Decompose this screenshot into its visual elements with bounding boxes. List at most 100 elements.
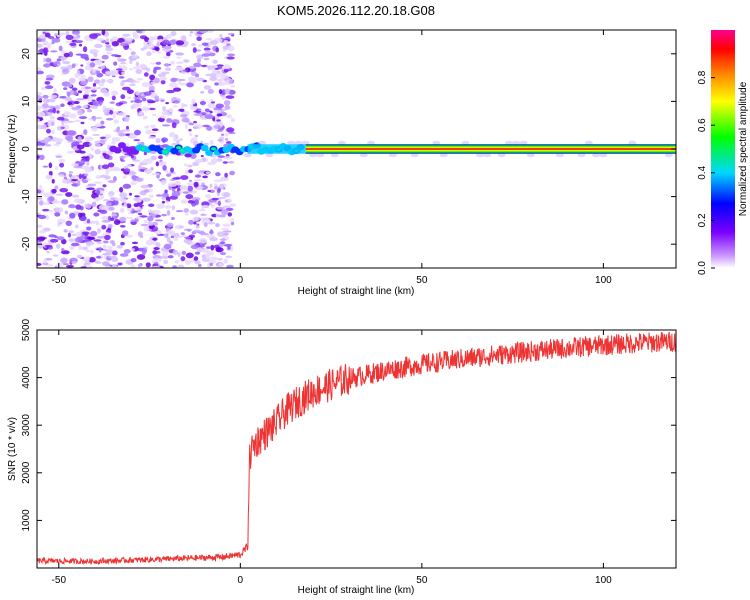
- spectrogram-noise-cell: [215, 172, 221, 177]
- spectrogram-noise-cell: [149, 74, 156, 81]
- spectrogram-noise-cell: [199, 101, 207, 106]
- spectrogram-noise-cell: [219, 241, 226, 245]
- spectrogram-y-axis-label: Frequency (Hz): [7, 115, 18, 184]
- spectrogram-noise-cell: [193, 181, 199, 188]
- spectrogram-noise-cell: [174, 66, 184, 72]
- spectrogram-noise-cell: [225, 95, 235, 99]
- spectrogram-noise-cell: [206, 246, 212, 249]
- spectrogram-noise-cell: [139, 96, 145, 99]
- spectrogram-noise-cell: [224, 137, 229, 142]
- spectrogram-noise-cell: [149, 124, 156, 128]
- spectrogram-noise-cell: [47, 105, 55, 108]
- spectrogram-noise-cell: [98, 246, 102, 253]
- spectrogram-noise-cell: [195, 73, 200, 78]
- spectrogram-noise-cell: [183, 228, 193, 231]
- spectrogram-noise-cell: [213, 185, 219, 190]
- spectrogram-noise-cell: [53, 143, 60, 147]
- spectrogram-noise-cell: [170, 235, 175, 239]
- spectrogram-noise-cell: [122, 183, 132, 189]
- spectrogram-noise-cell: [157, 117, 165, 123]
- spectrogram-noise-cell: [207, 102, 216, 109]
- spectrogram-halo-cell: [265, 153, 274, 158]
- spectrogram-noise-cell: [86, 244, 91, 248]
- spectrogram-noise-cell: [176, 139, 180, 145]
- spectrogram-noise-cell: [105, 42, 110, 45]
- spectrogram-noise-cell: [68, 77, 76, 84]
- spectrogram-noise-cell: [201, 219, 206, 225]
- spectrogram-noise-cell: [102, 240, 109, 244]
- snr-y-tick-label: 1000: [21, 509, 32, 532]
- spectrogram-noise-cell: [224, 105, 231, 110]
- spectrogram-noise-cell: [208, 52, 216, 57]
- spectrogram-noise-cell: [135, 216, 142, 220]
- spectrogram-noise-cell: [138, 110, 144, 116]
- spectrogram-noise-cell: [121, 129, 131, 132]
- spectrogram-noise-cell: [133, 139, 141, 142]
- spectrogram-noise-cell: [183, 59, 190, 63]
- spectrogram-noise-cell: [209, 189, 215, 193]
- spectrogram-noise-cell: [140, 48, 145, 51]
- spectrogram-noise-cell: [214, 202, 218, 205]
- spectrogram-noise-cell: [141, 30, 146, 34]
- spectrogram-noise-cell: [211, 197, 219, 201]
- spectrogram-noise-cell: [117, 262, 123, 266]
- spectrogram-noise-cell: [122, 175, 127, 179]
- spectrogram-noise-cell: [157, 51, 162, 54]
- spectrogram-noise-cell: [101, 78, 106, 83]
- spectrogram-noise-cell: [200, 154, 204, 157]
- spectrogram-noise-cell: [101, 54, 109, 60]
- colorbar-label: Normalized spectral amplitude: [738, 81, 749, 216]
- spectrogram-x-ticks: -50 0 50 100: [52, 30, 612, 286]
- spectrogram-noise-cell: [92, 100, 100, 106]
- spectrogram-noise-cell: [200, 217, 209, 221]
- spectrogram-noise-cell: [125, 125, 130, 130]
- spectrogram-noise-cell: [56, 236, 65, 241]
- spectrogram-noise-cell: [181, 45, 188, 48]
- spectrogram-noise-cell: [97, 86, 101, 90]
- spectrogram-noise-cell: [182, 40, 189, 46]
- spectrogram-noise-cell: [217, 214, 227, 218]
- spectrogram-noise-cell: [219, 238, 227, 242]
- spectrogram-noise-cell: [195, 49, 202, 52]
- spectrogram-noise-cell: [105, 47, 114, 52]
- spectrogram-noise-cell: [87, 183, 97, 187]
- spectrogram-noise-cell: [83, 173, 89, 177]
- spectrogram-noise-cell: [37, 118, 40, 123]
- spectrogram-noise-cell: [59, 32, 66, 36]
- spectrogram-halo-cell: [599, 153, 608, 158]
- spectrogram-noise-cell: [209, 72, 217, 78]
- spectrogram-noise-cell: [141, 97, 147, 102]
- spectrogram-noise-cell: [37, 145, 43, 151]
- spectrogram-noise-cell: [131, 248, 135, 252]
- spectrogram-noise-cell: [145, 125, 150, 129]
- spectrogram-noise-cell: [152, 265, 161, 268]
- spectrogram-noise-cell: [192, 216, 200, 222]
- spectrogram-noise-cell: [188, 122, 195, 126]
- spectrogram-noise-cell: [223, 156, 233, 160]
- spectrogram-noise-cell: [62, 114, 70, 118]
- spectrogram-noise-cell: [151, 173, 160, 176]
- spectrogram-noise-cell: [207, 88, 214, 95]
- spectrogram-noise-cell: [85, 178, 92, 181]
- spectrogram-noise-cell: [217, 200, 222, 206]
- spectrogram-noise-cell: [166, 210, 171, 216]
- spectrogram-noise-cell: [78, 212, 83, 218]
- spectrogram-noise-cell: [164, 189, 168, 194]
- spectrogram-noise-cell: [179, 82, 187, 86]
- spectrogram-halo-cell: [628, 140, 637, 145]
- spectrogram-noise-cell: [123, 249, 131, 254]
- spectrogram-noise-cell: [54, 166, 59, 171]
- spectrogram-noise-cell: [102, 184, 107, 188]
- spectrogram-noise-cell: [114, 197, 121, 201]
- spectrogram-noise-cell: [199, 208, 206, 212]
- spectrogram-noise-cell: [152, 113, 157, 117]
- spectrogram-noise-cell: [147, 209, 154, 214]
- spectrogram-noise-cell: [42, 98, 50, 104]
- spectrogram-noise-cell: [96, 235, 105, 239]
- spectrogram-noise-cell: [46, 111, 52, 115]
- spectrogram-noise-cell: [53, 88, 57, 94]
- spectrogram-noise-cell: [148, 85, 155, 92]
- spectrogram-noise-cell: [193, 178, 202, 182]
- spectrogram-halo-cell: [258, 140, 267, 145]
- spectrogram-noise-cell: [144, 37, 150, 42]
